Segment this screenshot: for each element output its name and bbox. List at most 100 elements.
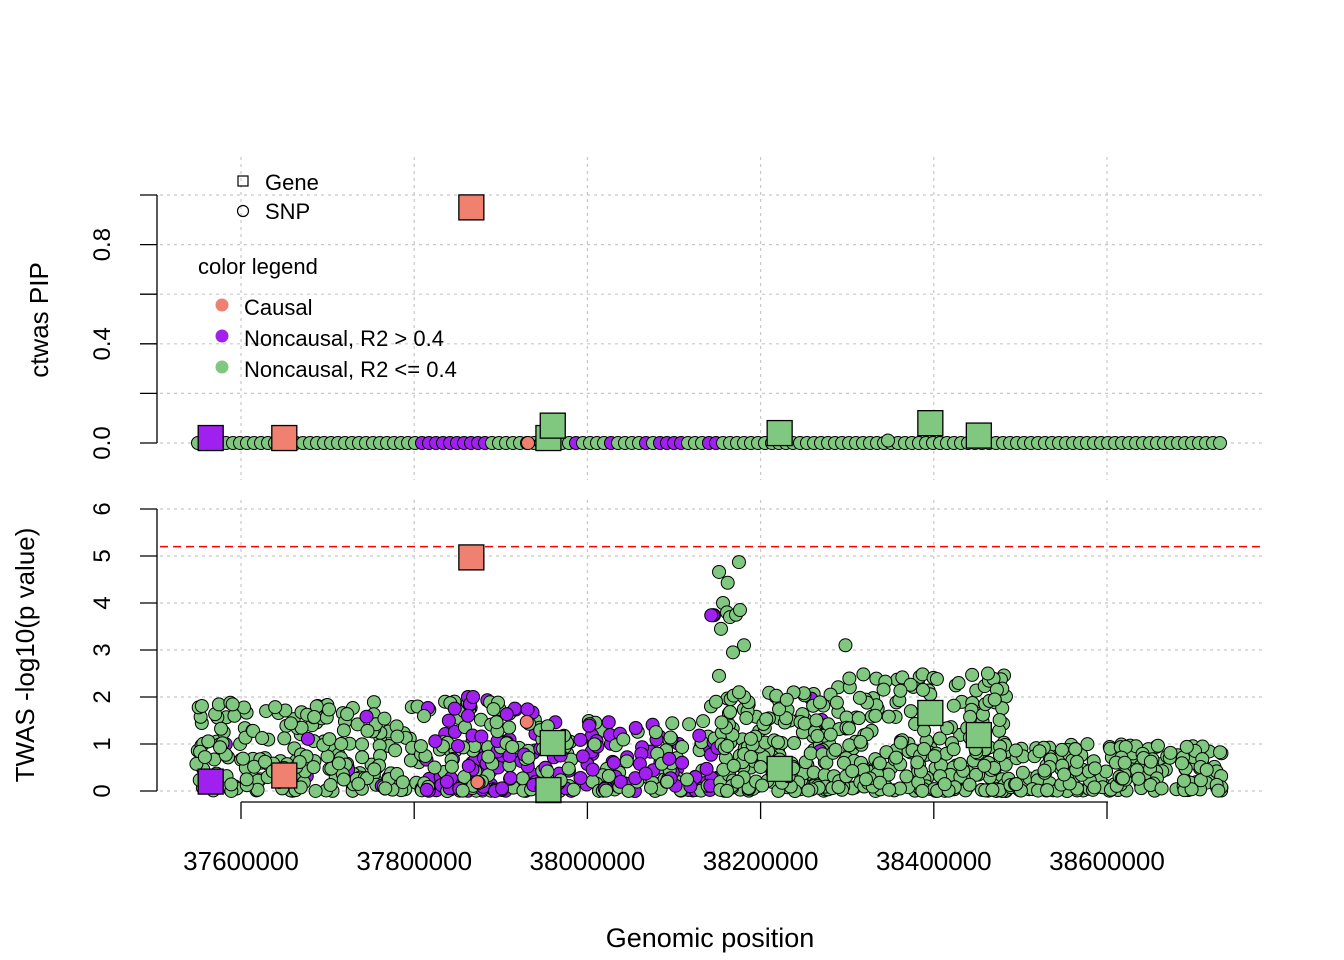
bottom-snp-point	[720, 738, 735, 753]
bottom-snp-point	[322, 732, 337, 747]
top-gene-square	[271, 424, 298, 452]
bottom-snp-point	[520, 702, 535, 717]
bottom-snp-point	[441, 713, 456, 728]
bottom-snp-point	[619, 754, 634, 769]
color-legend-title: color legend	[198, 254, 318, 279]
bottom-snp-point	[428, 734, 443, 749]
bottom-snp-point	[853, 734, 868, 749]
bottom-snp-point	[308, 783, 323, 798]
bottom-y-tick-label: 5	[89, 549, 116, 562]
bottom-gene-square	[197, 768, 224, 795]
bottom-snp-point	[940, 721, 955, 736]
bottom-snp-point	[197, 750, 212, 765]
bottom-snp-point	[201, 734, 216, 749]
noncausal-low-legend-dot-icon	[215, 360, 229, 374]
bottom-snp-point	[889, 750, 904, 765]
bottom-gene-square	[535, 776, 562, 804]
bottom-snp-point	[214, 721, 229, 736]
bottom-y-axis-label: TWAS -log10(p value)	[10, 528, 40, 783]
bottom-snp-point	[987, 692, 1002, 707]
bottom-snp-point	[495, 781, 510, 796]
bottom-snp-point	[573, 771, 588, 786]
bottom-snp-point	[211, 697, 226, 712]
bottom-snp-point	[915, 783, 930, 798]
bottom-snp-point	[628, 721, 643, 736]
bottom-snp-point	[787, 736, 802, 751]
bottom-snp-point	[277, 731, 292, 746]
bottom-snp-point	[561, 761, 576, 776]
bottom-snp-point	[680, 772, 695, 787]
bottom-snp-point	[644, 780, 659, 795]
bottom-snp-point	[801, 783, 816, 798]
bottom-snp-point	[601, 769, 616, 784]
bottom-snp-point	[1009, 777, 1024, 792]
bottom-snp-point	[505, 739, 520, 754]
bottom-gene-square	[766, 755, 793, 783]
top-gene-square	[458, 194, 485, 221]
bottom-snp-point	[378, 781, 393, 796]
bottom-snp-point	[951, 676, 966, 691]
bottom-snp-point	[985, 782, 1000, 797]
bottom-snp-point	[377, 711, 392, 726]
bottom-snp-point	[419, 782, 434, 797]
bottom-snp-point	[613, 774, 628, 789]
bottom-snp-point	[665, 716, 680, 731]
bottom-snp-point	[502, 720, 517, 735]
bottom-snp-point	[704, 608, 719, 623]
x-tick-label: 38200000	[703, 846, 819, 876]
bottom-snp-point	[965, 667, 980, 682]
bottom-snp-point	[851, 711, 866, 726]
snp-legend-label: SNP	[265, 199, 310, 224]
bottom-snp-point	[1211, 783, 1226, 798]
bottom-snp-point	[1174, 756, 1189, 771]
bottom-snp-point	[1117, 755, 1132, 770]
bottom-gene-square	[965, 721, 992, 749]
bottom-snp-point	[194, 698, 209, 713]
bottom-snp-point	[258, 754, 273, 769]
bottom-snp-point	[336, 772, 351, 787]
bottom-snp-point	[743, 749, 758, 764]
bottom-snp-point	[427, 760, 442, 775]
bottom-snp-point	[733, 603, 747, 618]
top-snp-point	[881, 433, 895, 448]
bottom-snp-point	[809, 713, 824, 728]
bottom-snp-point	[390, 729, 405, 744]
bottom-snp-point	[388, 743, 403, 758]
bottom-snp-point	[872, 775, 887, 790]
bottom-snp-point	[1015, 765, 1030, 780]
bottom-snp-point	[1037, 763, 1052, 778]
bottom-snp-point	[213, 740, 228, 755]
bottom-snp-point	[307, 709, 322, 724]
x-tick-label: 37600000	[183, 846, 299, 876]
bottom-gene-square	[271, 762, 298, 789]
bottom-snp-point	[823, 727, 838, 742]
bottom-snp-point	[743, 731, 758, 746]
bottom-snp-point	[759, 712, 774, 727]
bottom-snp-point	[660, 774, 675, 789]
bottom-snp-point	[486, 702, 501, 717]
bottom-snp-point	[903, 677, 918, 692]
bottom-snp-point	[1040, 783, 1055, 798]
bottom-snp-point	[489, 715, 504, 730]
bottom-snp-point	[770, 735, 785, 750]
bottom-snp-point	[224, 777, 239, 792]
bottom-snp-point	[1143, 754, 1158, 769]
bottom-snp-point	[819, 755, 834, 770]
bottom-gene-square	[917, 699, 944, 727]
bottom-snp-point	[621, 783, 636, 798]
bottom-snp-point	[268, 700, 283, 715]
bottom-snp-point	[868, 708, 883, 723]
bottom-y-axis: 0 1 2 3 4 5 6	[89, 502, 158, 798]
bottom-snp-point	[917, 742, 932, 757]
bottom-snp-point	[239, 772, 254, 787]
bottom-snp-point	[360, 723, 375, 738]
bottom-snp-point	[331, 756, 346, 771]
bottom-snp-point	[675, 755, 690, 770]
top-gene-square	[766, 419, 793, 447]
bottom-snp-point	[395, 775, 410, 790]
shape-legend: Gene SNP	[236, 170, 319, 224]
bottom-snp-point	[582, 718, 597, 733]
bottom-snp-point	[876, 682, 891, 697]
bottom-snp-point	[932, 731, 947, 746]
bottom-snp-point	[1131, 771, 1146, 786]
